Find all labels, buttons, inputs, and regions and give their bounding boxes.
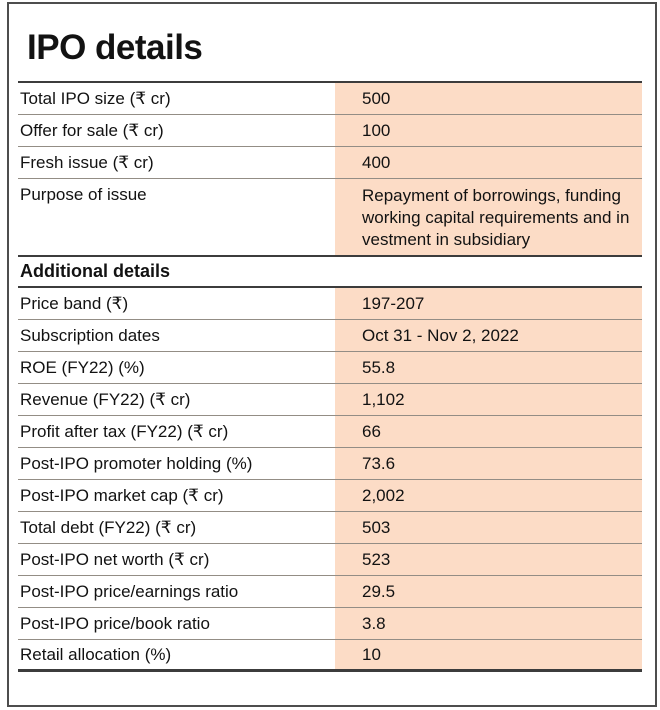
row-label: Revenue (FY22) (₹ cr) — [20, 389, 191, 409]
row-value: 100 — [335, 115, 642, 146]
table-row-price-book: Post-IPO price/book ratio 3.8 — [18, 608, 642, 640]
row-label: Price band (₹) — [20, 293, 129, 313]
row-value: 503 — [335, 512, 642, 543]
row-label: Post-IPO net worth (₹ cr) — [20, 549, 210, 569]
row-label: Post-IPO price/earnings ratio — [20, 581, 239, 601]
table-row-subscription-dates: Subscription dates Oct 31 - Nov 2, 2022 — [18, 320, 642, 352]
infographic-content: IPO details Total IPO size (₹ cr) 500 Of… — [18, 4, 642, 672]
row-label: Total debt (FY22) (₹ cr) — [20, 517, 197, 537]
row-label: Profit after tax (FY22) (₹ cr) — [20, 421, 229, 441]
row-value: 73.6 — [335, 448, 642, 479]
row-value: Repayment of borrowings, funding working… — [335, 179, 642, 255]
row-label: Subscription dates — [20, 325, 160, 345]
table-row-fresh-issue: Fresh issue (₹ cr) 400 — [18, 147, 642, 179]
table-row-price-earnings: Post-IPO price/earnings ratio 29.5 — [18, 576, 642, 608]
row-value: 66 — [335, 416, 642, 447]
row-value: 523 — [335, 544, 642, 575]
table-row-total-ipo-size: Total IPO size (₹ cr) 500 — [18, 83, 642, 115]
row-value: 10 — [335, 640, 642, 669]
row-label: Purpose of issue — [20, 185, 147, 204]
row-label: Post-IPO promoter holding (%) — [20, 453, 253, 473]
table-row-total-debt: Total debt (FY22) (₹ cr) 503 — [18, 512, 642, 544]
title-block: IPO details — [18, 4, 642, 83]
row-value: 3.8 — [335, 608, 642, 639]
table-row-offer-for-sale: Offer for sale (₹ cr) 100 — [18, 115, 642, 147]
row-label: Post-IPO price/book ratio — [20, 613, 210, 633]
row-value: 400 — [335, 147, 642, 178]
page-frame: IPO details Total IPO size (₹ cr) 500 Of… — [7, 2, 657, 707]
row-value: 500 — [335, 83, 642, 114]
table-row-net-worth: Post-IPO net worth (₹ cr) 523 — [18, 544, 642, 576]
table-row-profit-after-tax: Profit after tax (FY22) (₹ cr) 66 — [18, 416, 642, 448]
row-label: Fresh issue (₹ cr) — [20, 152, 154, 172]
table-row-promoter-holding: Post-IPO promoter holding (%) 73.6 — [18, 448, 642, 480]
table-row-purpose-of-issue: Purpose of issue Repayment of borrowings… — [18, 179, 642, 257]
page-title: IPO details — [27, 28, 203, 67]
row-value: 1,102 — [335, 384, 642, 415]
row-label: ROE (FY22) (%) — [20, 357, 145, 377]
table-row-market-cap: Post-IPO market cap (₹ cr) 2,002 — [18, 480, 642, 512]
row-value: 2,002 — [335, 480, 642, 511]
row-value: 197-207 — [335, 288, 642, 319]
section-header-additional-details: Additional details — [18, 257, 642, 288]
row-value: 55.8 — [335, 352, 642, 383]
table-row-retail-allocation: Retail allocation (%) 10 — [18, 640, 642, 672]
row-label: Post-IPO market cap (₹ cr) — [20, 485, 224, 505]
row-label: Retail allocation (%) — [20, 644, 172, 664]
row-value: 29.5 — [335, 576, 642, 607]
ipo-details-table: Total IPO size (₹ cr) 500 Offer for sale… — [18, 83, 642, 672]
row-label: Total IPO size (₹ cr) — [20, 88, 171, 108]
table-row-roe: ROE (FY22) (%) 55.8 — [18, 352, 642, 384]
row-value: Oct 31 - Nov 2, 2022 — [335, 320, 642, 351]
table-row-revenue: Revenue (FY22) (₹ cr) 1,102 — [18, 384, 642, 416]
table-row-price-band: Price band (₹) 197-207 — [18, 288, 642, 320]
row-label: Offer for sale (₹ cr) — [20, 120, 164, 140]
